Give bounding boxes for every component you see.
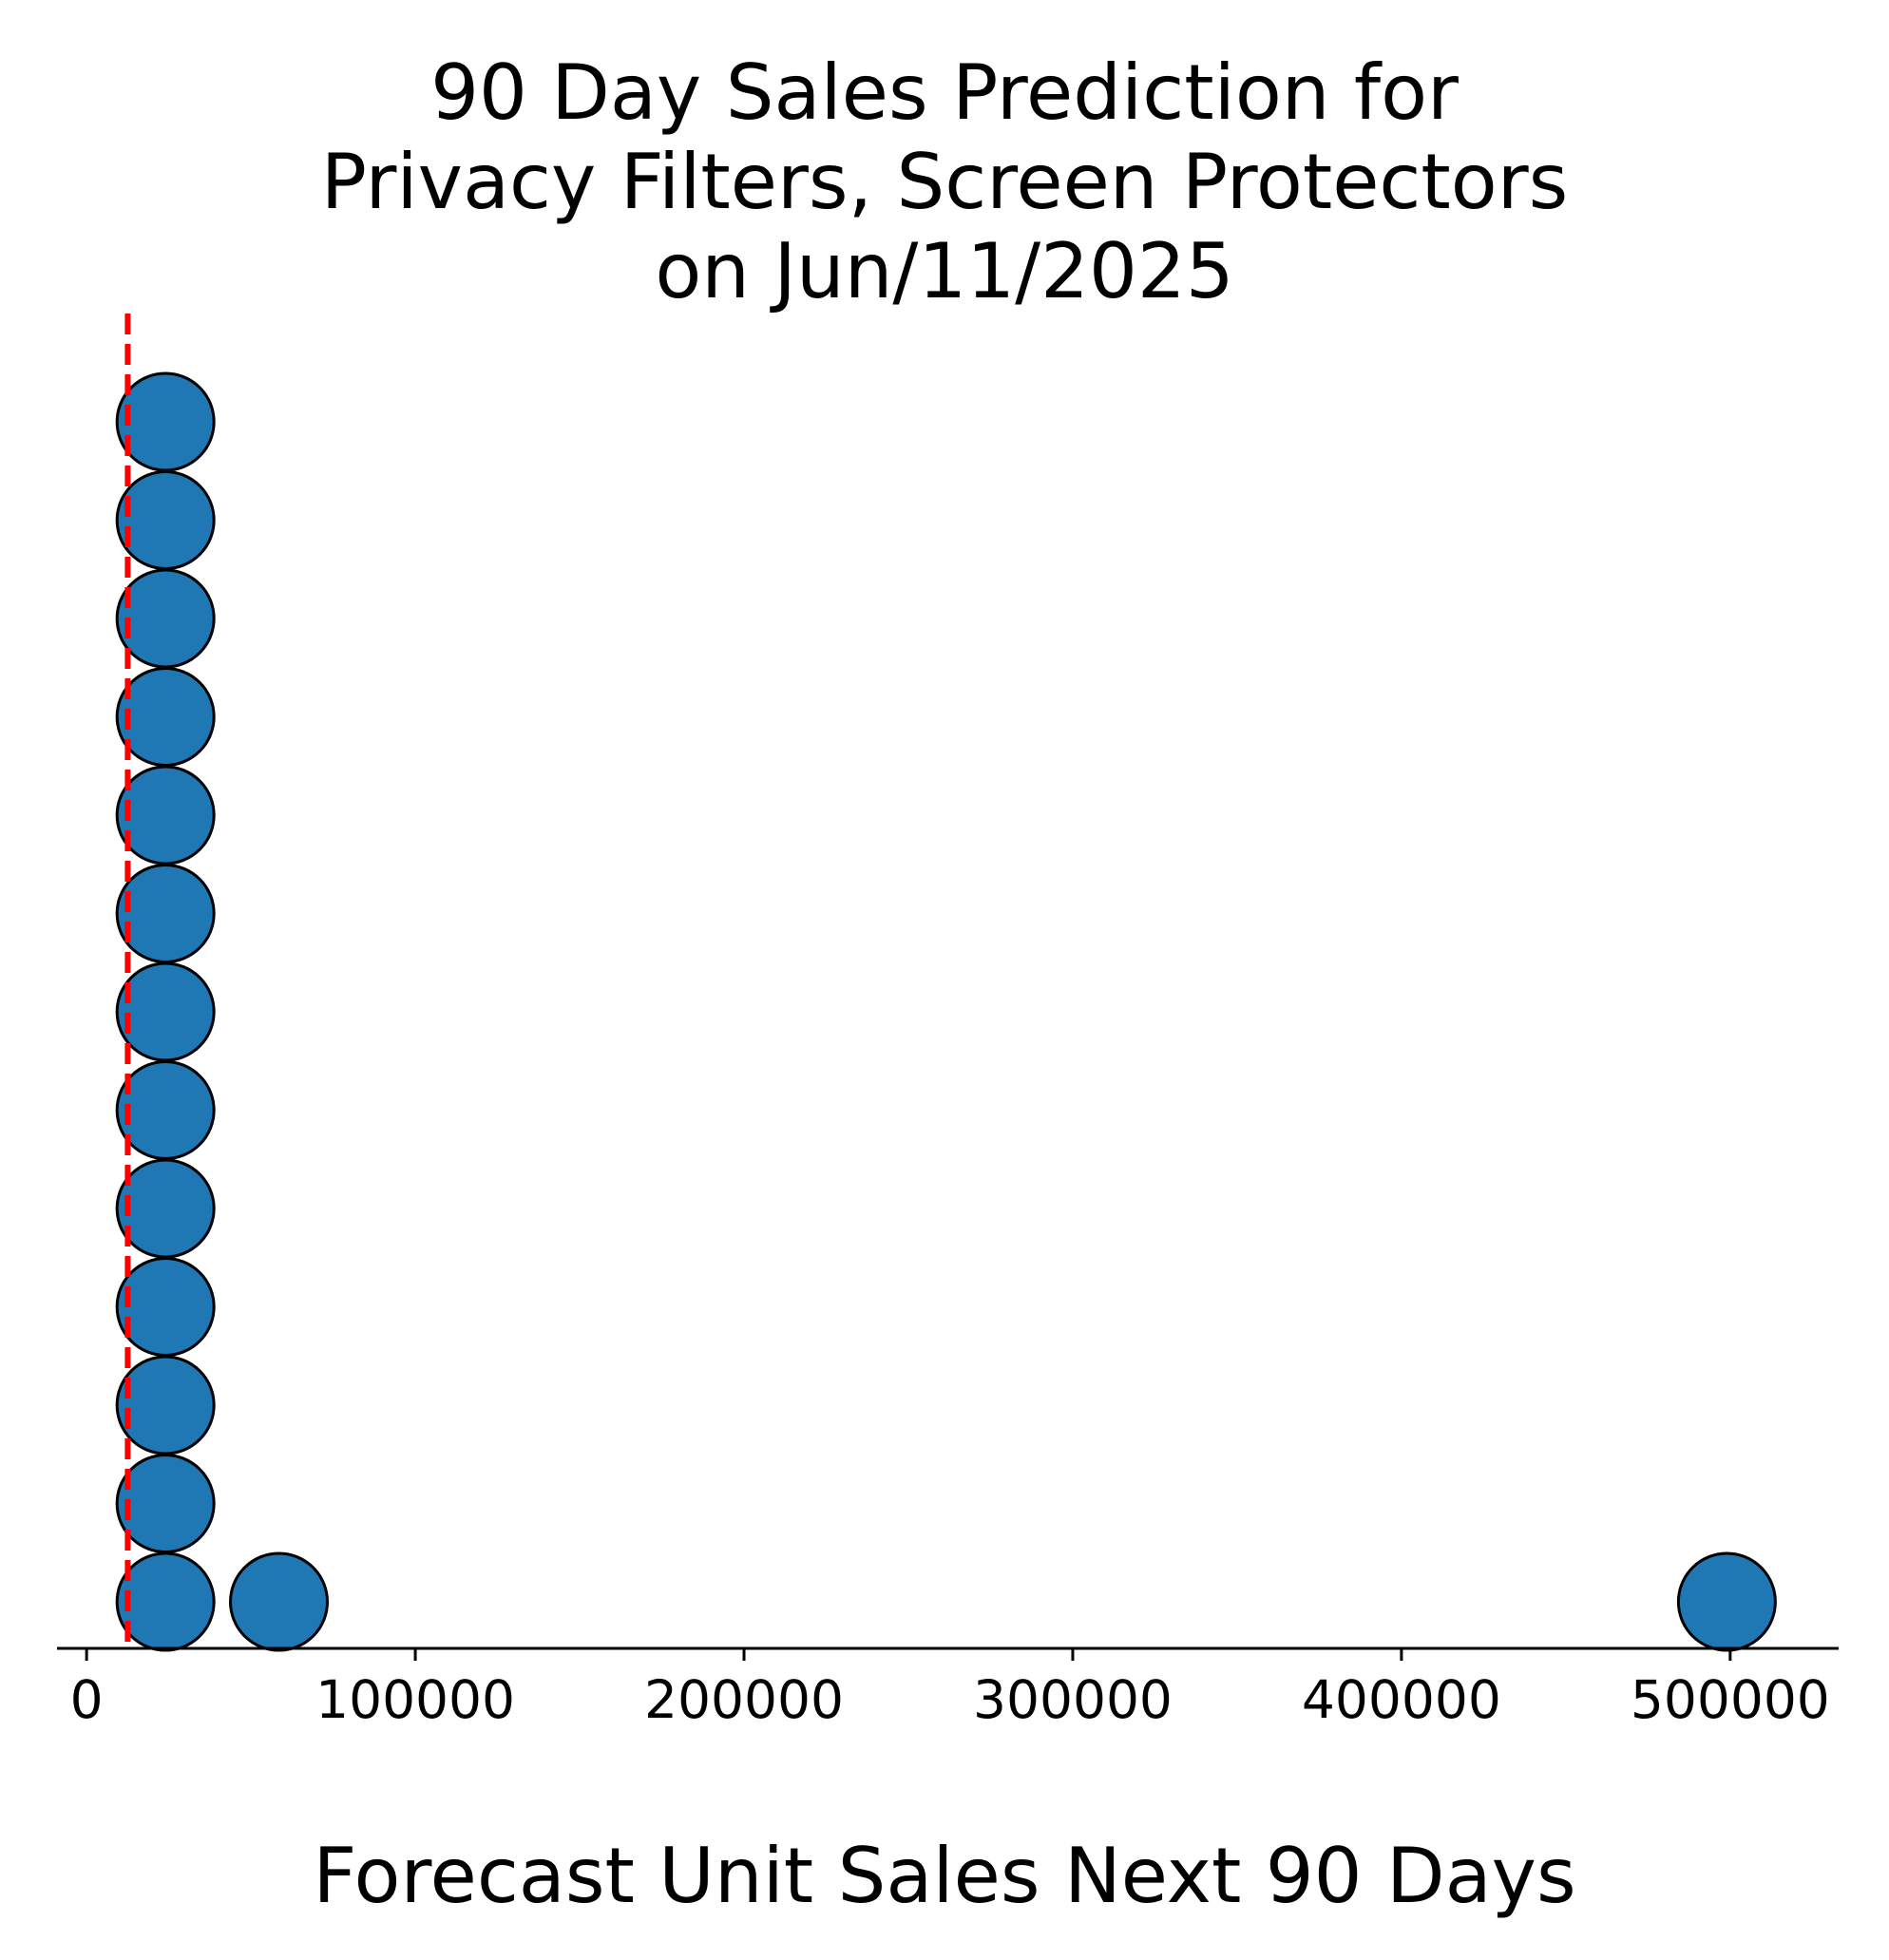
points-layer	[115, 371, 1777, 1652]
data-point-1	[115, 1454, 216, 1553]
data-point-0	[115, 1551, 216, 1652]
data-point-7	[115, 864, 216, 963]
x-tick-label-2: 200000	[644, 1669, 844, 1730]
data-point-13	[229, 1551, 330, 1652]
data-point-6	[115, 961, 216, 1062]
data-point-11	[115, 470, 216, 570]
data-point-14	[1676, 1551, 1777, 1652]
x-ticks-layer: 0 100000 200000 300000 400000 500000	[70, 1648, 1830, 1730]
x-tick-label-4: 400000	[1302, 1669, 1501, 1730]
x-axis-label: Forecast Unit Sales Next 90 Days	[313, 1832, 1576, 1920]
data-point-3	[115, 1257, 216, 1357]
chart-title-line-1: 90 Day Sales Prediction for	[430, 48, 1459, 137]
x-tick-label-1: 100000	[315, 1669, 515, 1730]
x-tick-label-5: 500000	[1631, 1669, 1830, 1730]
x-tick-label-3: 300000	[973, 1669, 1173, 1730]
x-tick-label-0: 0	[70, 1669, 104, 1730]
data-point-10	[115, 568, 216, 669]
chart-title-line-3: on Jun/11/2025	[655, 227, 1234, 315]
data-point-8	[115, 765, 216, 866]
chart-title-line-2: Privacy Filters, Screen Protectors	[320, 138, 1569, 226]
data-point-4	[115, 1158, 216, 1259]
data-point-2	[115, 1355, 216, 1456]
data-point-5	[115, 1060, 216, 1160]
data-point-12	[115, 371, 216, 472]
data-point-9	[115, 667, 216, 767]
